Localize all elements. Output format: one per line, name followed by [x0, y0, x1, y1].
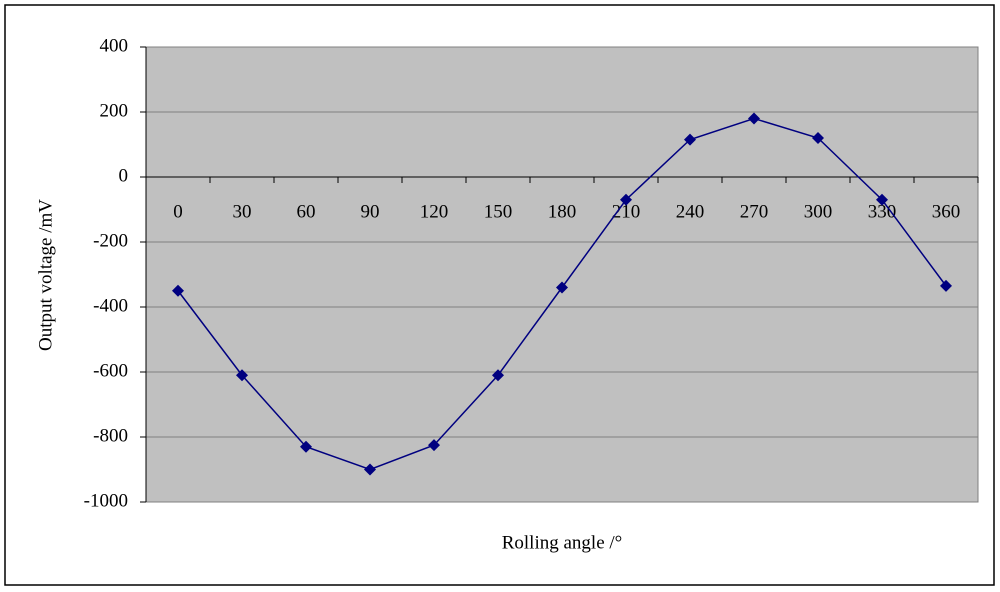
data-marker [940, 279, 952, 292]
x-tick-label: 30 [233, 201, 252, 222]
x-tick-label: 150 [484, 201, 513, 222]
y-tick-label: -800 [93, 425, 128, 446]
x-tick-label: 0 [173, 201, 183, 222]
data-marker [748, 112, 760, 125]
data-marker [300, 440, 312, 453]
y-axis-title: Output voltage /mV [35, 199, 56, 351]
data-marker [428, 439, 440, 452]
data-marker [620, 193, 632, 206]
x-tick-label: 360 [932, 201, 961, 222]
x-tick-label: 270 [740, 201, 769, 222]
x-axis-title: Rolling angle /° [502, 532, 623, 553]
data-marker [236, 369, 248, 382]
y-tick-label: -200 [93, 230, 128, 251]
x-tick-label: 90 [361, 201, 380, 222]
y-tick-label: 400 [100, 35, 129, 56]
data-marker [172, 284, 184, 297]
x-tick-label: 180 [548, 201, 577, 222]
x-tick-label: 300 [804, 201, 833, 222]
x-tick-label: 210 [612, 201, 641, 222]
data-marker [684, 133, 696, 146]
x-tick-label: 120 [420, 201, 449, 222]
x-tick-label: 240 [676, 201, 705, 222]
data-marker [876, 193, 888, 206]
x-tick-label: 60 [297, 201, 316, 222]
y-tick-label: -600 [93, 360, 128, 381]
y-tick-label: 200 [100, 100, 129, 121]
data-marker [812, 132, 824, 144]
y-tick-label: -400 [93, 295, 128, 316]
x-tick-label: 330 [868, 201, 897, 222]
y-tick-label: -1000 [84, 490, 128, 511]
data-marker [556, 281, 568, 294]
plot-area [145, 46, 979, 503]
data-marker [492, 369, 504, 382]
data-marker [364, 463, 376, 476]
y-tick-label: 0 [119, 165, 129, 186]
